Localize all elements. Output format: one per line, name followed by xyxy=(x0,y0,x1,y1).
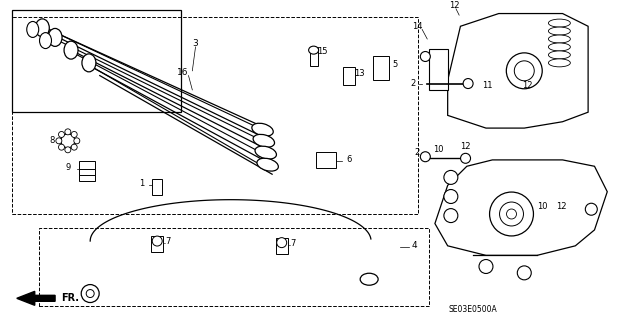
Circle shape xyxy=(86,290,94,298)
Circle shape xyxy=(461,153,470,163)
Text: SE03E0500A: SE03E0500A xyxy=(449,305,497,314)
Circle shape xyxy=(81,285,99,302)
Circle shape xyxy=(58,131,65,137)
Polygon shape xyxy=(447,13,588,128)
Ellipse shape xyxy=(548,19,570,27)
Ellipse shape xyxy=(548,27,570,35)
Circle shape xyxy=(152,236,162,246)
Ellipse shape xyxy=(255,146,276,159)
Circle shape xyxy=(58,144,65,150)
Bar xyxy=(79,173,95,181)
Text: 2: 2 xyxy=(415,148,420,157)
Bar xyxy=(276,238,288,254)
Text: 10: 10 xyxy=(433,145,444,154)
Ellipse shape xyxy=(308,46,319,54)
Bar xyxy=(372,56,388,80)
Circle shape xyxy=(61,134,75,148)
Ellipse shape xyxy=(548,43,570,51)
Text: 10: 10 xyxy=(537,202,547,211)
Ellipse shape xyxy=(40,33,51,48)
Text: 2: 2 xyxy=(410,79,415,88)
Bar xyxy=(343,67,355,85)
Text: 1: 1 xyxy=(139,179,144,188)
Ellipse shape xyxy=(64,41,78,59)
Bar xyxy=(79,161,95,169)
Circle shape xyxy=(586,203,597,215)
Bar xyxy=(12,17,418,214)
Circle shape xyxy=(444,170,458,184)
Text: 3: 3 xyxy=(193,39,198,48)
Text: 9: 9 xyxy=(65,163,70,172)
Bar xyxy=(316,152,337,168)
Bar xyxy=(151,236,163,252)
Ellipse shape xyxy=(252,123,273,136)
Text: 12: 12 xyxy=(556,202,566,211)
Circle shape xyxy=(65,129,71,135)
Ellipse shape xyxy=(548,51,570,59)
Circle shape xyxy=(74,138,80,144)
Bar xyxy=(79,167,95,175)
Text: 8: 8 xyxy=(49,136,54,145)
Ellipse shape xyxy=(257,158,278,171)
Text: 12: 12 xyxy=(449,1,460,10)
Circle shape xyxy=(71,144,77,150)
Circle shape xyxy=(506,53,542,89)
Ellipse shape xyxy=(548,35,570,43)
Ellipse shape xyxy=(35,19,49,37)
Circle shape xyxy=(56,138,62,144)
Ellipse shape xyxy=(48,28,62,46)
Circle shape xyxy=(479,260,493,273)
Text: 12: 12 xyxy=(522,81,532,90)
Ellipse shape xyxy=(27,21,39,37)
Ellipse shape xyxy=(82,54,96,72)
Circle shape xyxy=(463,78,473,89)
Polygon shape xyxy=(435,160,607,256)
Polygon shape xyxy=(17,291,55,305)
Bar xyxy=(310,47,317,66)
Bar xyxy=(152,179,162,195)
Circle shape xyxy=(65,147,71,153)
Bar xyxy=(12,10,182,112)
Text: 6: 6 xyxy=(346,155,351,164)
Circle shape xyxy=(276,238,287,248)
Text: FR.: FR. xyxy=(61,293,79,303)
Circle shape xyxy=(420,152,430,162)
Text: 15: 15 xyxy=(317,47,328,56)
Ellipse shape xyxy=(548,59,570,67)
Circle shape xyxy=(444,189,458,204)
Text: 16: 16 xyxy=(177,68,189,77)
Circle shape xyxy=(490,192,534,236)
Circle shape xyxy=(515,61,534,81)
Circle shape xyxy=(506,209,516,219)
Ellipse shape xyxy=(253,134,275,147)
Text: 4: 4 xyxy=(412,241,417,250)
Text: 7: 7 xyxy=(165,238,171,247)
Ellipse shape xyxy=(360,273,378,285)
Bar xyxy=(39,228,429,306)
Circle shape xyxy=(517,266,531,280)
Text: 14: 14 xyxy=(412,22,422,31)
Text: 13: 13 xyxy=(355,70,365,78)
Text: 7: 7 xyxy=(290,239,295,248)
Text: 5: 5 xyxy=(392,60,397,69)
Circle shape xyxy=(500,202,524,226)
Text: 11: 11 xyxy=(482,81,493,90)
Text: 12: 12 xyxy=(460,142,471,151)
Polygon shape xyxy=(429,48,447,90)
Circle shape xyxy=(71,131,77,137)
Circle shape xyxy=(444,209,458,223)
Circle shape xyxy=(420,51,430,62)
